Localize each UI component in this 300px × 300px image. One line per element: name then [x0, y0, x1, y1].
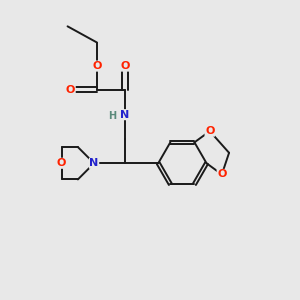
Text: O: O — [66, 85, 75, 94]
Text: H: H — [109, 111, 117, 121]
Text: O: O — [217, 169, 226, 179]
Text: O: O — [57, 158, 66, 168]
Text: O: O — [92, 61, 102, 71]
Text: O: O — [205, 126, 214, 136]
Text: N: N — [89, 158, 99, 168]
Text: O: O — [120, 61, 130, 71]
Text: N: N — [120, 110, 130, 120]
